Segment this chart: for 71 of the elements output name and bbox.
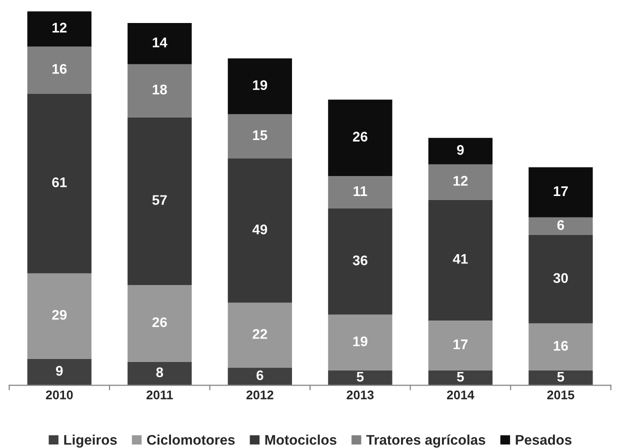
data-label: 16: [554, 340, 568, 351]
bar: [128, 362, 192, 386]
bar: [328, 370, 392, 386]
bar: [528, 323, 593, 371]
bar: [428, 320, 493, 371]
bar: [128, 117, 192, 286]
bar: [528, 370, 593, 386]
bar: [328, 208, 392, 315]
data-label: 30: [553, 273, 568, 283]
data-label: 12: [52, 22, 67, 32]
data-label: 5: [356, 372, 364, 382]
legend-label: Motociclos: [265, 434, 336, 445]
data-label: 6: [256, 370, 264, 380]
bar: [27, 46, 92, 94]
legend-label: Pesados: [516, 434, 572, 445]
bar: [428, 138, 493, 164]
bar: [528, 235, 593, 324]
bar: [27, 11, 92, 47]
data-label: 19: [353, 336, 368, 346]
data-label: 26: [352, 132, 368, 142]
bar: [228, 158, 292, 303]
data-label: 6: [557, 220, 564, 230]
x-tick-label: 2011: [146, 390, 173, 400]
data-label: 11: [354, 186, 368, 196]
data-label: 17: [454, 340, 468, 350]
x-tick-label: 2012: [246, 390, 274, 400]
data-label: 57: [152, 195, 167, 205]
bar: [528, 167, 593, 218]
bar: [228, 368, 292, 386]
bar: [27, 94, 92, 274]
data-label: 9: [457, 145, 464, 155]
x-tick-label: 2013: [346, 390, 374, 400]
data-label: 22: [252, 329, 268, 339]
data-label: 16: [52, 64, 67, 74]
bar: [128, 22, 192, 64]
bar: [428, 164, 493, 200]
bar: [228, 58, 292, 114]
data-label: 36: [352, 255, 368, 266]
data-label: 8: [156, 367, 164, 378]
bar: [228, 302, 292, 368]
bar: [27, 358, 92, 386]
x-tick-label: 2015: [547, 390, 574, 400]
bar: [428, 200, 493, 320]
legend-label: Ciclomotores: [147, 434, 235, 445]
data-label: 26: [152, 317, 167, 328]
data-label: 19: [253, 80, 268, 90]
data-label: 41: [452, 254, 468, 264]
data-label: 29: [52, 310, 67, 320]
data-label: 5: [557, 372, 564, 382]
data-label: 15: [253, 130, 268, 140]
data-label: 5: [457, 372, 464, 382]
legend-label: Tratores agrícolas: [366, 434, 486, 448]
bar: [528, 217, 593, 236]
bar: [328, 100, 392, 176]
x-tick-label: 2010: [46, 390, 73, 400]
bar: [128, 64, 192, 118]
data-label: 18: [152, 84, 167, 94]
bar: [128, 285, 192, 362]
data-label: 12: [454, 176, 468, 186]
data-label: 14: [152, 38, 168, 48]
data-label: 9: [56, 366, 63, 376]
bar: [27, 273, 92, 359]
bar: [328, 314, 392, 371]
bar: [228, 114, 292, 158]
bar: [428, 370, 493, 386]
data-label: 49: [252, 224, 268, 234]
bar: [328, 176, 392, 209]
data-label: 61: [52, 177, 67, 188]
legend-label: Ligeiros: [64, 434, 117, 448]
x-tick-label: 2014: [446, 390, 474, 400]
data-label: 17: [554, 186, 568, 196]
